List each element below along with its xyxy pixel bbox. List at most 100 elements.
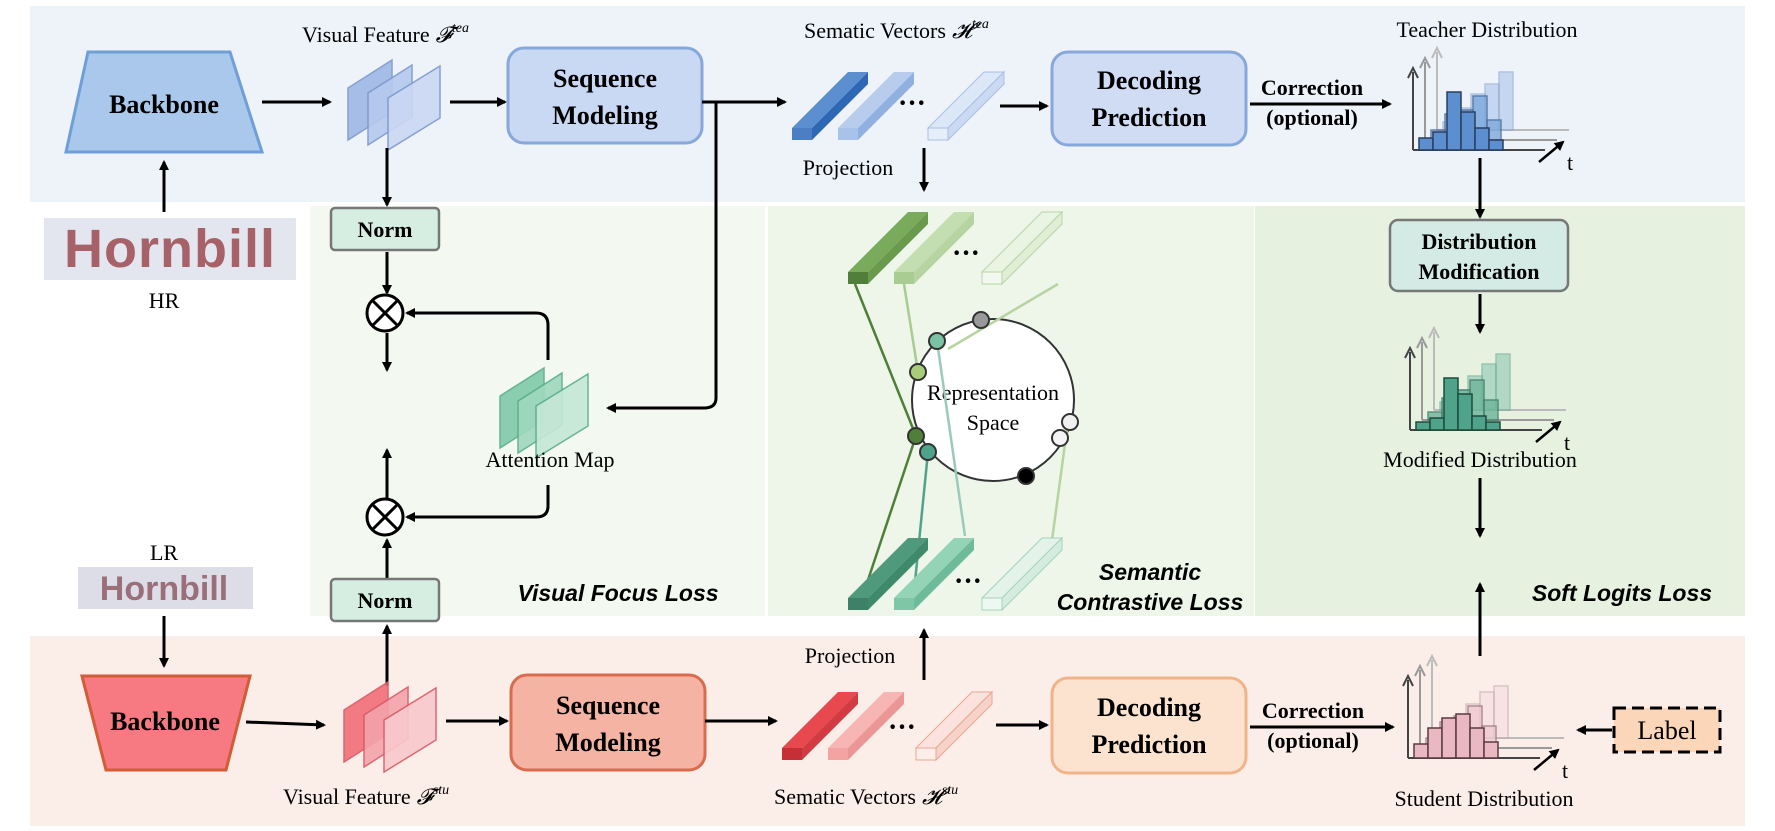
- distribution-modification: Distribution Modification: [1388, 218, 1570, 293]
- hist-bar: [1493, 685, 1509, 739]
- svg-text:Prediction: Prediction: [1091, 730, 1207, 759]
- hist-bar: [1415, 421, 1431, 431]
- hist-axis-arrow: [1416, 335, 1428, 349]
- svg-text:Prediction: Prediction: [1091, 103, 1207, 132]
- norm-bottom: Norm: [329, 577, 441, 623]
- multiply-bottom-icon: [365, 497, 405, 537]
- hist-bar: [1498, 71, 1514, 131]
- svg-text:Sequence: Sequence: [553, 64, 657, 93]
- hist-bar: [1457, 393, 1473, 431]
- student-semantic-vectors-label: Sematic Vectors 𝓗stu: [774, 783, 958, 809]
- svg-text:Space: Space: [967, 410, 1020, 435]
- time-axis-label: t: [1567, 150, 1573, 175]
- norm-top: Norm: [329, 206, 441, 252]
- time-axis-arrow: [1538, 140, 1565, 163]
- lr-label: LR: [150, 540, 178, 565]
- semantic-loss-line1: Semantic: [1099, 559, 1201, 585]
- lr-image: [78, 567, 253, 609]
- student-decoding-prediction: Decoding Prediction: [1050, 676, 1248, 775]
- student-distribution-chart: t: [1402, 653, 1568, 783]
- svg-text:Modeling: Modeling: [552, 101, 657, 130]
- hist-bar: [1441, 717, 1457, 759]
- hr-word: Hornbill: [64, 219, 276, 279]
- teacher-projection-label: Projection: [803, 155, 893, 180]
- hist-bar: [1474, 127, 1490, 151]
- hist-bar: [1413, 743, 1429, 759]
- modified-distribution-label: Modified Distribution: [1383, 447, 1577, 472]
- hist-bar: [1469, 727, 1485, 759]
- student-sequence-modeling: Sequence Modeling: [509, 673, 707, 772]
- hist-bar: [1460, 111, 1476, 151]
- hr-label: HR: [149, 288, 180, 313]
- hist-bar: [1485, 421, 1501, 431]
- svg-text:Modification: Modification: [1419, 259, 1540, 284]
- teacher-correction-label: Correction: [1261, 75, 1363, 100]
- hist-axis-arrow: [1407, 65, 1419, 79]
- soft-logits-loss-label: Soft Logits Loss: [1532, 580, 1712, 606]
- svg-text:Label: Label: [1637, 716, 1696, 745]
- student-visual-feature-label: Visual Feature 𝓕stu: [283, 783, 449, 809]
- student-projection-label: Projection: [805, 643, 895, 668]
- student-projected-vectors: [848, 536, 1064, 612]
- svg-text:Backbone: Backbone: [109, 90, 219, 119]
- hist-bar: [1427, 727, 1443, 759]
- hist-axis-arrow: [1419, 55, 1431, 69]
- teacher-visual-feature-label: Visual Feature 𝓕tea: [302, 21, 469, 47]
- student-visual-feature-icon: [343, 680, 437, 774]
- teacher-semantic-vectors-icon: [792, 70, 1006, 142]
- hist-bar: [1483, 741, 1499, 759]
- hist-bar: [1455, 713, 1471, 759]
- hist-axis-arrow: [1404, 345, 1416, 359]
- hist-bar: [1418, 137, 1434, 151]
- svg-text:Sequence: Sequence: [556, 691, 660, 720]
- hist-axis-arrow: [1414, 663, 1426, 677]
- svg-text:Representation: Representation: [927, 380, 1059, 405]
- hist-axis-arrow: [1402, 673, 1414, 687]
- svg-text:Decoding: Decoding: [1097, 693, 1201, 722]
- green-vector-ellipsis-top: ···: [952, 238, 980, 269]
- teacher-backbone: Backbone: [64, 50, 265, 154]
- representation-points: [907, 311, 1079, 485]
- label-box: Label: [1612, 706, 1722, 754]
- hist-axis-arrow: [1426, 653, 1438, 667]
- svg-text:Decoding: Decoding: [1097, 66, 1201, 95]
- svg-text:Distribution: Distribution: [1422, 229, 1537, 254]
- multiply-top-icon: [365, 293, 405, 333]
- hist-bar: [1429, 417, 1445, 431]
- hist-bar: [1483, 399, 1499, 421]
- hist-axis-arrow: [1428, 325, 1440, 339]
- semantic-loss-line2: Contrastive Loss: [1057, 589, 1244, 615]
- attention-map-label: Attention Map: [486, 447, 615, 472]
- time-axis-label: t: [1564, 430, 1570, 455]
- time-axis-label: t: [1562, 758, 1568, 783]
- teacher-visual-feature-icon: [347, 58, 441, 152]
- hist-bar: [1432, 131, 1448, 151]
- teacher-semantic-vectors-label: Sematic Vectors 𝓗tea: [804, 17, 989, 43]
- teacher-decoding-prediction: Decoding Prediction: [1050, 50, 1248, 147]
- lr-word: Hornbill: [100, 570, 228, 608]
- teacher-projected-vectors: [848, 210, 1064, 286]
- time-axis-arrow: [1533, 748, 1560, 771]
- svg-text:Norm: Norm: [358, 588, 413, 613]
- modified-distribution-chart: t: [1404, 325, 1570, 455]
- teacher-optional-label: (optional): [1266, 105, 1358, 130]
- green-vector-ellipsis-bottom: ···: [954, 566, 982, 597]
- student-correction-label: Correction: [1262, 698, 1364, 723]
- time-axis-arrow: [1535, 420, 1562, 443]
- visual-focus-loss-label: Visual Focus Loss: [517, 580, 718, 606]
- student-optional-label: (optional): [1267, 728, 1359, 753]
- teacher-sequence-modeling: Sequence Modeling: [506, 46, 704, 145]
- hist-bar: [1488, 139, 1504, 151]
- student-distribution-label: Student Distribution: [1394, 786, 1573, 811]
- svg-text:Norm: Norm: [358, 217, 413, 242]
- svg-text:Modeling: Modeling: [555, 728, 660, 757]
- teacher-vector-ellipsis: ···: [898, 88, 926, 119]
- hist-axis-arrow: [1431, 45, 1443, 59]
- student-backbone: Backbone: [80, 674, 252, 772]
- teacher-distribution-label: Teacher Distribution: [1396, 17, 1577, 42]
- hist-bar: [1443, 377, 1459, 431]
- attention-map-icon: [499, 366, 589, 460]
- svg-text:Backbone: Backbone: [110, 707, 220, 736]
